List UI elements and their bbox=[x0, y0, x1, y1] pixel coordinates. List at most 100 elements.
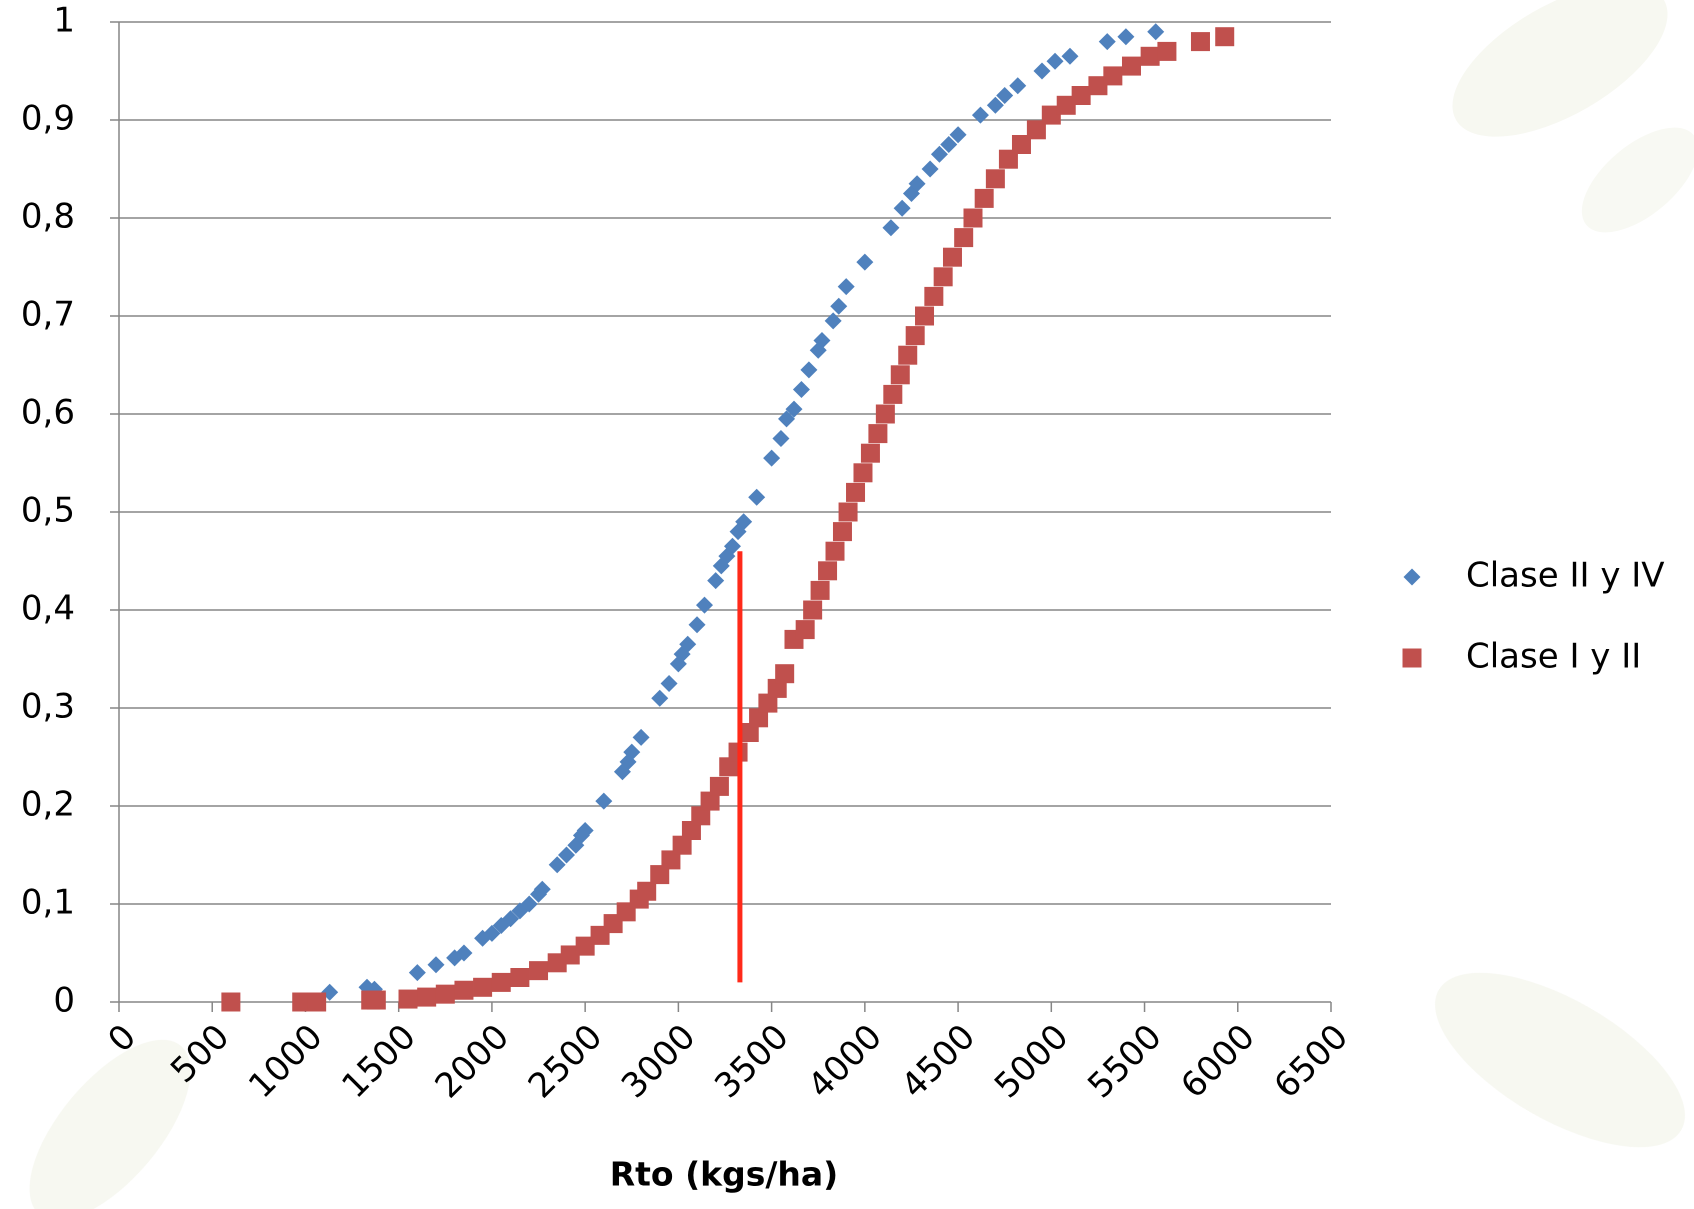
x-tick-label: 2000 bbox=[428, 1017, 517, 1106]
marker bbox=[1009, 77, 1026, 94]
marker bbox=[1099, 33, 1116, 50]
marker bbox=[876, 405, 895, 424]
marker bbox=[1033, 63, 1050, 80]
marker bbox=[1122, 57, 1141, 76]
marker bbox=[943, 248, 962, 267]
marker bbox=[1215, 27, 1234, 46]
marker bbox=[454, 981, 473, 1000]
marker bbox=[772, 430, 789, 447]
marker bbox=[838, 278, 855, 295]
y-tick-label: 0,5 bbox=[21, 491, 75, 531]
marker bbox=[1141, 47, 1160, 66]
y-tick-label: 0,4 bbox=[21, 589, 75, 629]
background-leaves bbox=[1, 0, 1694, 1209]
x-tick-label: 1500 bbox=[334, 1017, 423, 1106]
marker bbox=[1061, 48, 1078, 65]
x-tick-label: 5000 bbox=[987, 1017, 1076, 1106]
marker bbox=[367, 991, 386, 1010]
marker bbox=[830, 298, 847, 315]
marker bbox=[1191, 32, 1210, 51]
marker bbox=[906, 326, 925, 345]
marker bbox=[891, 365, 910, 384]
marker bbox=[868, 424, 887, 443]
x-tick-label: 4000 bbox=[800, 1017, 889, 1106]
y-tick-label: 1 bbox=[53, 1, 75, 41]
marker bbox=[826, 542, 845, 561]
marker bbox=[510, 968, 529, 987]
marker bbox=[882, 219, 899, 236]
marker bbox=[924, 287, 943, 306]
marker bbox=[825, 312, 842, 329]
marker bbox=[986, 169, 1005, 188]
y-tick-label: 0,9 bbox=[21, 99, 75, 139]
marker bbox=[689, 616, 706, 633]
marker bbox=[633, 729, 650, 746]
marker bbox=[651, 690, 668, 707]
marker bbox=[861, 444, 880, 463]
marker bbox=[1403, 649, 1422, 668]
marker bbox=[492, 973, 511, 992]
marker bbox=[811, 581, 830, 600]
marker bbox=[793, 381, 810, 398]
marker bbox=[1047, 53, 1064, 70]
marker bbox=[307, 993, 326, 1012]
marker bbox=[696, 597, 713, 614]
y-tick-label: 0,1 bbox=[21, 883, 75, 923]
y-tick-label: 0,2 bbox=[21, 785, 75, 825]
marker bbox=[833, 522, 852, 541]
marker bbox=[796, 620, 815, 639]
marker bbox=[399, 990, 418, 1009]
x-tick-label: 3500 bbox=[707, 1017, 796, 1106]
marker bbox=[661, 675, 678, 692]
y-tick-label: 0,7 bbox=[21, 295, 75, 335]
marker bbox=[975, 189, 994, 208]
marker bbox=[1072, 86, 1091, 105]
marker bbox=[473, 978, 492, 997]
y-tick-label: 0,8 bbox=[21, 197, 75, 237]
marker bbox=[436, 985, 455, 1004]
marker bbox=[883, 385, 902, 404]
x-tick-label: 4500 bbox=[894, 1017, 983, 1106]
legend-label: Clase II y IV bbox=[1466, 556, 1665, 596]
marker bbox=[915, 307, 934, 326]
x-tick-label: 6500 bbox=[1267, 1017, 1356, 1106]
y-tick-label: 0,3 bbox=[21, 687, 75, 727]
x-tick-label: 1000 bbox=[241, 1017, 330, 1106]
marker bbox=[763, 450, 780, 467]
y-tick-label: 0,6 bbox=[21, 393, 75, 433]
marker bbox=[748, 489, 765, 506]
x-tick-label: 2500 bbox=[521, 1017, 610, 1106]
marker bbox=[775, 664, 794, 683]
marker bbox=[934, 267, 953, 286]
marker bbox=[846, 483, 865, 502]
page: Rto (kgs/ha) 0 0,1 0,2 0,3 0,4 0,5 0,6 0,7 0,8 0,… bbox=[0, 0, 1694, 1209]
marker bbox=[409, 964, 426, 981]
marker bbox=[963, 209, 982, 228]
marker bbox=[529, 961, 548, 980]
marker bbox=[1147, 23, 1164, 40]
x-tick-label: 6000 bbox=[1173, 1017, 1262, 1106]
marker bbox=[1103, 66, 1122, 85]
marker bbox=[954, 228, 973, 247]
marker bbox=[839, 503, 858, 522]
marker bbox=[595, 793, 612, 810]
marker bbox=[853, 463, 872, 482]
marker bbox=[221, 993, 240, 1012]
marker bbox=[637, 882, 656, 901]
marker bbox=[800, 361, 817, 378]
marker bbox=[972, 107, 989, 124]
y-tick-label: 0 bbox=[53, 981, 75, 1021]
x-axis-title: Rto (kgs/ha) bbox=[610, 1155, 839, 1194]
marker bbox=[898, 346, 917, 365]
series bbox=[221, 27, 1234, 1011]
marker bbox=[417, 988, 436, 1007]
x-tick-label: 5500 bbox=[1080, 1017, 1169, 1106]
marker bbox=[710, 777, 729, 796]
chart: Rto (kgs/ha) 0 0,1 0,2 0,3 0,4 0,5 0,6 0,7 0,8 0,… bbox=[0, 0, 1694, 1209]
marker bbox=[1117, 28, 1134, 45]
x-tick-label: 3000 bbox=[614, 1017, 703, 1106]
marker bbox=[856, 254, 873, 271]
marker bbox=[1404, 569, 1421, 586]
marker bbox=[707, 572, 724, 589]
marker bbox=[818, 561, 837, 580]
